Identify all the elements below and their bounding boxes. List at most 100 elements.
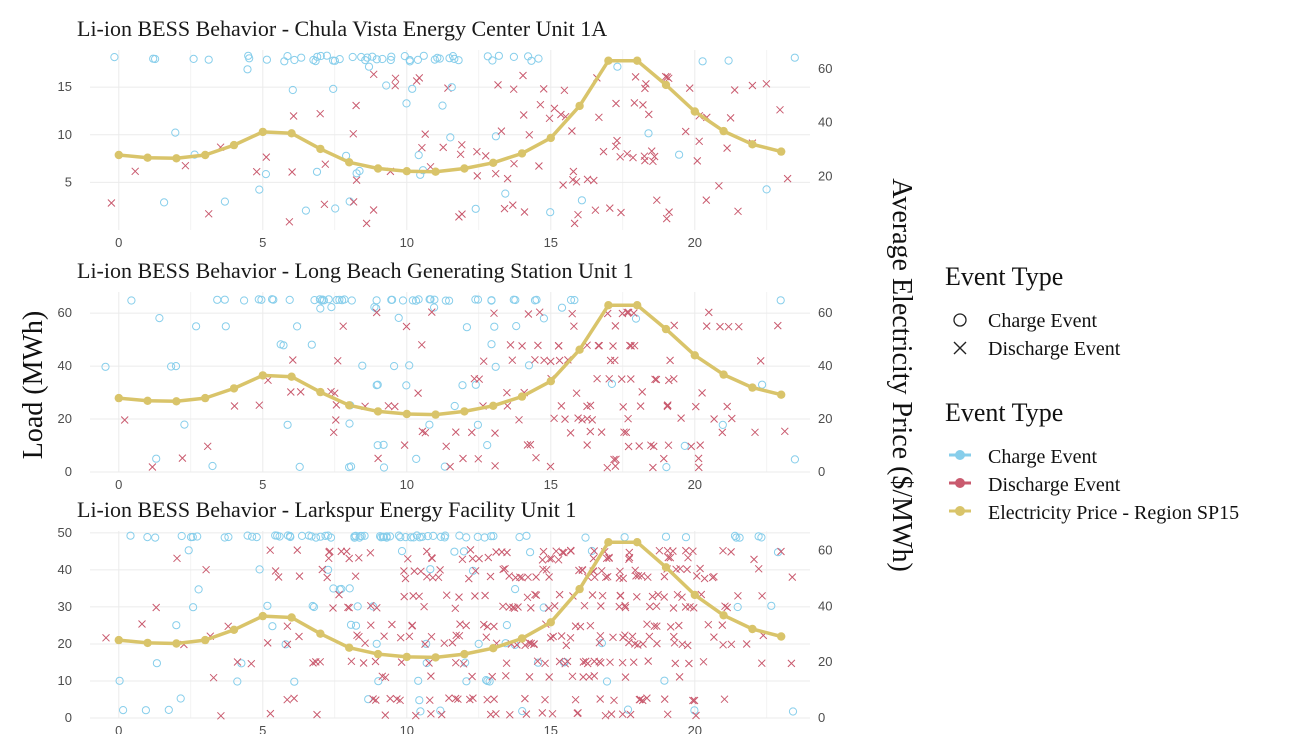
charge-point <box>268 622 277 631</box>
price-tick-label: 60 <box>818 61 832 76</box>
discharge-point <box>371 696 380 704</box>
charge-point <box>316 304 325 313</box>
discharge-point <box>526 604 535 612</box>
discharge-point <box>344 603 352 612</box>
charge-point <box>327 303 336 312</box>
discharge-point <box>647 441 655 450</box>
discharge-point <box>636 402 645 410</box>
discharge-point <box>619 403 628 411</box>
price-point <box>258 371 267 380</box>
discharge-point <box>295 632 303 641</box>
discharge-point <box>579 673 588 681</box>
discharge-point <box>595 113 603 122</box>
discharge-point <box>418 143 426 152</box>
price-point <box>172 639 181 648</box>
discharge-point <box>685 659 693 668</box>
charge-point <box>151 54 160 64</box>
discharge-point <box>524 573 532 582</box>
discharge-point <box>519 71 527 80</box>
charge-point <box>733 602 742 612</box>
charge-point <box>263 601 272 610</box>
price-point <box>229 140 239 150</box>
discharge-point <box>396 633 405 642</box>
charge-point <box>394 313 403 322</box>
charge-point <box>364 62 374 71</box>
charge-point <box>321 531 330 541</box>
charge-point <box>257 295 266 304</box>
charge-point <box>620 533 629 542</box>
price-point <box>633 538 642 547</box>
charge-point <box>335 55 344 64</box>
discharge-point <box>670 638 679 647</box>
discharge-point <box>531 355 539 364</box>
discharge-point <box>612 99 620 108</box>
y-tick-label: 20 <box>58 411 72 426</box>
discharge-point <box>631 73 640 81</box>
discharge-point <box>508 201 517 209</box>
discharge-point <box>503 388 511 397</box>
charge-point <box>566 295 576 305</box>
charge-point <box>462 323 471 332</box>
charge-point <box>340 295 349 304</box>
discharge-point <box>751 428 759 437</box>
discharge-point <box>594 341 603 350</box>
discharge-point <box>408 622 416 630</box>
price-point <box>316 629 325 638</box>
y-tick-label: 40 <box>58 562 72 577</box>
discharge-point <box>580 601 589 610</box>
discharge-point <box>502 659 511 668</box>
discharge-point <box>681 127 690 136</box>
discharge-point <box>455 593 463 601</box>
discharge-point <box>692 572 701 580</box>
charge-point <box>510 585 520 594</box>
discharge-point <box>619 633 627 642</box>
price-point <box>748 140 757 149</box>
discharge-point <box>788 573 797 581</box>
discharge-point <box>331 416 340 424</box>
discharge-point <box>352 176 361 184</box>
discharge-point <box>613 136 621 145</box>
discharge-point <box>734 322 743 331</box>
discharge-point <box>209 673 218 682</box>
charge-point <box>171 128 180 137</box>
discharge-point <box>574 414 582 422</box>
price-point <box>316 387 325 397</box>
discharge-point <box>576 622 585 631</box>
charge-point <box>546 208 555 217</box>
charge-point <box>330 56 339 65</box>
discharge-point <box>455 213 463 221</box>
price-point <box>489 158 498 167</box>
discharge-point <box>466 546 475 554</box>
charge-point <box>297 53 306 62</box>
discharge-point <box>635 442 644 450</box>
discharge-point <box>559 181 567 189</box>
y-tick-label: 0 <box>65 464 72 479</box>
discharge-point <box>629 658 638 667</box>
price-point <box>604 56 613 65</box>
discharge-point <box>482 633 491 642</box>
discharge-point <box>233 658 242 666</box>
charge-point <box>462 677 471 686</box>
discharge-point <box>710 415 718 423</box>
price-point <box>546 618 555 627</box>
charge-point <box>101 362 110 371</box>
discharge-point <box>462 621 471 630</box>
charge-point <box>126 531 135 540</box>
discharge-point <box>611 322 620 330</box>
discharge-point <box>456 150 465 159</box>
legend-item-price-color: Electricity Price - Region SP15 <box>949 502 1239 524</box>
discharge-point <box>616 567 624 576</box>
discharge-point <box>643 694 651 702</box>
discharge-point <box>539 85 548 93</box>
charge-point <box>345 197 354 206</box>
price-point <box>748 383 757 392</box>
charge-point <box>351 621 361 630</box>
discharge-point <box>563 657 572 666</box>
discharge-point <box>274 573 283 581</box>
discharge-point <box>545 573 553 581</box>
charge-point <box>329 584 338 593</box>
discharge-point <box>481 591 489 600</box>
discharge-point <box>673 590 682 599</box>
discharge-point <box>345 603 354 612</box>
discharge-point <box>566 633 575 642</box>
